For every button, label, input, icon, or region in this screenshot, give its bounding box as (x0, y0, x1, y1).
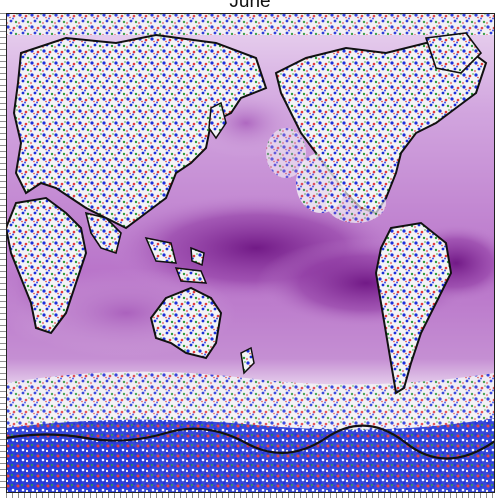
africa-landmass (6, 196, 88, 335)
australia-landmass (149, 286, 223, 360)
bottom-tick-marks (6, 493, 495, 498)
map-title: June (229, 0, 271, 12)
world-map (6, 13, 495, 493)
north-america-landmass (274, 41, 488, 215)
south-america-landmass (374, 221, 453, 395)
eurasia-landmass (12, 33, 268, 230)
antarctica-coastline (6, 424, 495, 460)
left-tick-marks (0, 13, 6, 493)
world-map-canvas (6, 13, 495, 493)
arctic-noise-band (6, 13, 495, 35)
